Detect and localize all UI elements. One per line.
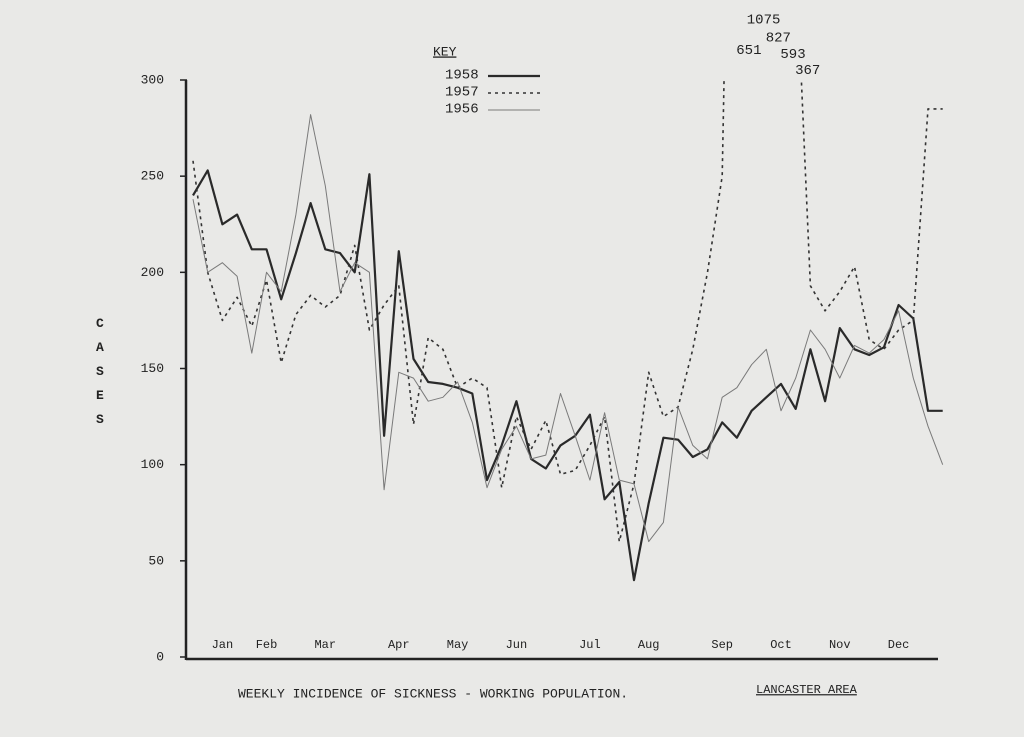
y-tick-label: 150: [141, 361, 164, 376]
off-scale-label: 1075: [747, 13, 781, 29]
x-tick-label: Jul: [579, 638, 601, 652]
y-tick-label: 200: [141, 265, 164, 280]
x-tick-label: Apr: [388, 638, 410, 652]
chart-subtitle: LANCASTER AREA: [756, 683, 858, 697]
x-tick-label: Oct: [770, 638, 792, 652]
off-scale-label: 367: [795, 63, 820, 79]
x-tick-label: Aug: [638, 638, 660, 652]
legend-label: 1956: [445, 102, 479, 118]
series-line: [192, 169, 943, 582]
x-tick-label: Jan: [212, 638, 234, 652]
y-axis-label: CASES: [96, 316, 104, 427]
x-tick-label: Feb: [256, 638, 278, 652]
x-tick-label: Jun: [506, 638, 528, 652]
x-tick-label: Sep: [711, 638, 733, 652]
legend-label: 1958: [445, 68, 479, 84]
off-scale-label: 827: [766, 30, 791, 46]
y-tick-label: 0: [156, 649, 164, 664]
x-tick-label: Mar: [314, 638, 336, 652]
y-tick-label: 100: [141, 457, 164, 472]
chart-title: WEEKLY INCIDENCE OF SICKNESS - WORKING P…: [238, 686, 628, 701]
series-line: [192, 80, 943, 543]
legend-label: 1957: [445, 85, 479, 101]
x-tick-label: Nov: [829, 638, 851, 652]
y-tick-label: 250: [141, 169, 164, 184]
legend-title: KEY: [433, 44, 457, 59]
y-tick-label: 50: [148, 553, 164, 568]
off-scale-label: 651: [736, 43, 761, 59]
x-tick-label: Dec: [888, 638, 910, 652]
series-line: [192, 114, 944, 543]
off-scale-label: 593: [780, 47, 805, 63]
y-tick-label: 300: [141, 72, 164, 87]
x-tick-label: May: [447, 638, 469, 652]
